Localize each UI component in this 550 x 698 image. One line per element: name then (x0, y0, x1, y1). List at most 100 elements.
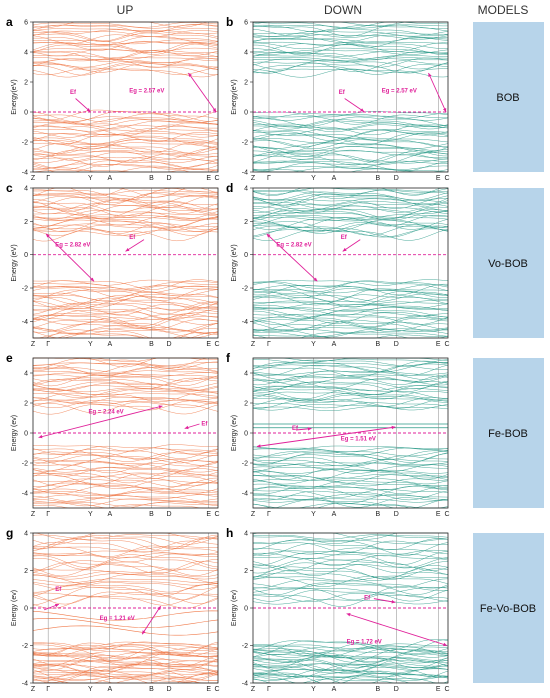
fermi-label: Ef (55, 587, 62, 593)
conduction-band-line (252, 593, 449, 602)
valence-band-line (32, 472, 219, 478)
fermi-label: Ef (364, 596, 371, 602)
valence-band-line (32, 646, 219, 661)
conduction-band-line (32, 377, 219, 389)
y-tick-label: 2 (24, 401, 28, 408)
k-point-label: B (375, 686, 380, 693)
y-tick-label: 0 (244, 110, 248, 117)
conduction-band-line (253, 32, 449, 38)
fermi-arrow (125, 239, 145, 252)
fermi-arrow-head (184, 425, 189, 430)
k-point-label: C (444, 686, 449, 693)
gap-arrow-head (266, 233, 271, 238)
y-tick-label: 4 (244, 531, 248, 538)
fermi-label: Ef (129, 235, 136, 241)
panel-f: f Z Γ Y A B D E C -4 -2 0 2 4 Energy (ev) Ef Eg = 1.51 e… (226, 351, 450, 518)
conduction-band-line (32, 374, 219, 379)
valence-band-line (32, 445, 219, 455)
y-tick-label: -4 (242, 491, 248, 498)
valence-band-line (33, 166, 219, 173)
valence-band-line (32, 498, 219, 503)
conduction-band-line (33, 212, 219, 219)
fermi-arrow-head (86, 108, 91, 112)
panel-label: g (6, 526, 13, 540)
k-point-label: Z (31, 175, 36, 182)
valence-band-line (252, 462, 449, 467)
conduction-band-line (32, 203, 219, 215)
valence-band-line (32, 317, 219, 326)
fermi-label: Ef (339, 90, 346, 96)
conduction-band-line (252, 208, 449, 215)
conduction-band-line (252, 34, 449, 40)
gap-arrow-head (346, 613, 351, 617)
valence-band-line (32, 459, 218, 466)
valence-band-line (32, 444, 218, 452)
gap-arrow (188, 72, 217, 113)
gap-arrow (346, 613, 448, 646)
panel-label: h (226, 526, 233, 540)
conduction-band-line (252, 555, 449, 566)
gap-arrow (256, 426, 396, 447)
model-box: BOB (473, 22, 544, 172)
conduction-band-line (252, 599, 449, 605)
valence-band-line (32, 153, 218, 163)
conduction-band-line (252, 359, 449, 367)
y-tick-label: 0 (244, 252, 248, 259)
conduction-band-line (32, 205, 218, 218)
valence-band-line (32, 142, 219, 149)
fermi-arrow (344, 98, 365, 113)
conduction-band-line (32, 27, 219, 32)
panel-label: a (6, 15, 13, 29)
conduction-band-line (32, 375, 219, 387)
model-box-bg (473, 533, 544, 683)
valence-band-line (252, 469, 449, 474)
k-point-label: D (166, 686, 171, 693)
band-gap-label: Eg = 2.57 eV (382, 89, 417, 95)
valence-band-line (32, 124, 218, 136)
k-point-label: C (215, 341, 220, 348)
valence-band-line (252, 484, 449, 491)
valence-band-line (252, 142, 449, 154)
valence-band-line (252, 474, 449, 484)
panel-label: c (6, 181, 13, 195)
conduction-band-line (252, 58, 449, 63)
conduction-band-line (252, 377, 449, 386)
valence-band-line (32, 294, 219, 302)
valence-band-line (32, 487, 219, 496)
valence-band-line (252, 470, 449, 481)
valence-band-line (252, 160, 449, 166)
valence-band-line (252, 458, 449, 467)
conduction-band-line (252, 205, 449, 214)
valence-band-line (252, 478, 449, 487)
y-axis-label: Energy(eV) (11, 79, 18, 114)
valence-band-line (32, 322, 219, 333)
conduction-band-line (32, 228, 219, 242)
conduction-band-line (32, 43, 219, 55)
k-point-label: Γ (267, 686, 271, 693)
valence-band-line (32, 467, 219, 477)
y-tick-label: -4 (242, 170, 248, 177)
valence-band-line (252, 120, 449, 130)
k-point-label: Γ (46, 175, 50, 182)
valence-band-line (252, 161, 449, 172)
valence-band-line (252, 453, 449, 465)
valence-band-line (33, 447, 219, 456)
conduction-band-line (252, 586, 448, 601)
conduction-band-line (252, 54, 448, 60)
y-tick-label: 2 (244, 80, 248, 87)
valence-band-line (32, 160, 219, 170)
conduction-band-line (32, 362, 219, 367)
k-point-label: B (375, 341, 380, 348)
conduction-band-line (252, 565, 449, 580)
gap-arrow-head (90, 277, 95, 282)
valence-band-line (252, 468, 449, 480)
k-point-label: Y (311, 511, 316, 518)
k-point-label: Γ (46, 341, 50, 348)
conduction-band-line (252, 540, 449, 553)
conduction-band-line (32, 392, 219, 398)
panel-label: d (226, 181, 233, 195)
conduction-band-line (32, 537, 219, 552)
y-tick-label: -2 (242, 286, 248, 293)
gap-arrow-head (212, 108, 217, 112)
gap-arrow (141, 605, 162, 635)
